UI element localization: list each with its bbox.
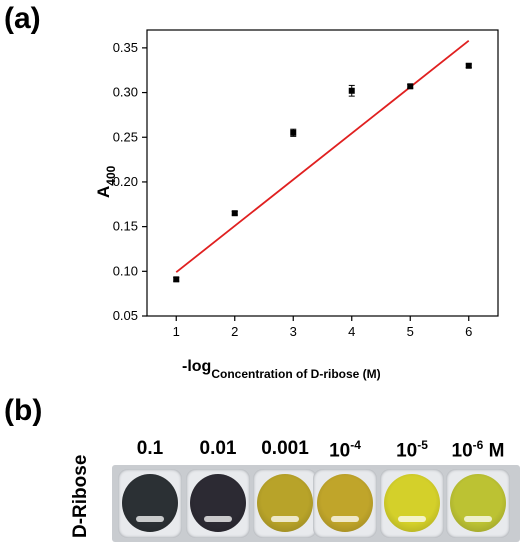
- y-tick-label: 0.20: [113, 174, 138, 189]
- panel-label-a: (a): [4, 2, 41, 35]
- d-ribose-side-label: D-Ribose: [70, 454, 91, 538]
- concentration-label: 0.1: [136, 438, 164, 459]
- sample-well: [186, 469, 250, 538]
- well-reflection: [398, 516, 426, 522]
- y-tick-label: 0.35: [113, 40, 138, 55]
- sample-well: [380, 469, 444, 538]
- y-tick-label: 0.25: [113, 129, 138, 144]
- concentration-label: 10-4: [329, 438, 361, 462]
- well-solution: [317, 474, 373, 532]
- data-point: [407, 83, 414, 90]
- concentration-label: 10-5: [396, 438, 428, 462]
- x-tick-label: 6: [465, 324, 472, 339]
- sample-well: [118, 469, 182, 538]
- well-reflection: [136, 516, 164, 522]
- well-reflection: [271, 516, 299, 522]
- absorbance-scatter-chart: 1 2 3 4 5 6 0.05 0.10 0.15 0.20 0.25 0.30 0.35: [113, 29, 499, 339]
- well-solution: [384, 474, 440, 532]
- well-solution: [122, 474, 178, 532]
- well-reflection: [331, 516, 359, 522]
- x-tick-label: 5: [407, 324, 414, 339]
- x-tick-label: 1: [173, 324, 180, 339]
- sample-well: [313, 469, 377, 538]
- y-tick-label: 0.30: [113, 85, 138, 100]
- panel-label-b: (b): [4, 394, 43, 427]
- data-point: [465, 62, 472, 69]
- well-plate-photo: [112, 465, 520, 542]
- well-solution: [450, 474, 506, 532]
- data-point: [348, 87, 355, 94]
- x-tick-label: 3: [290, 324, 297, 339]
- well-solution: [190, 474, 246, 532]
- data-point: [290, 129, 297, 136]
- y-tick-label: 0.15: [113, 219, 138, 234]
- well-reflection: [204, 516, 232, 522]
- sample-well: [446, 469, 510, 538]
- data-point: [231, 210, 238, 217]
- x-tick-label: 4: [348, 324, 355, 339]
- data-point: [173, 276, 180, 283]
- y-axis-label: A400: [94, 165, 118, 198]
- concentration-label: 10-6 M: [451, 438, 505, 462]
- concentration-label: 0.01: [199, 438, 237, 459]
- well-solution: [257, 474, 313, 532]
- sample-well: [253, 469, 317, 538]
- x-tick-label: 2: [231, 324, 238, 339]
- x-axis-label-subscript: Concentration of D-ribose (M): [211, 367, 381, 381]
- concentration-label: 0.001: [261, 438, 309, 459]
- y-tick-label: 0.10: [113, 263, 138, 278]
- plot-frame: [146, 29, 499, 317]
- well-reflection: [464, 516, 492, 522]
- x-axis-label: -logConcentration of D-ribose (M): [182, 358, 381, 381]
- y-axis-label-subscript: 400: [104, 165, 118, 186]
- linear-fit-line: [175, 40, 470, 273]
- y-tick-label: 0.05: [113, 308, 138, 323]
